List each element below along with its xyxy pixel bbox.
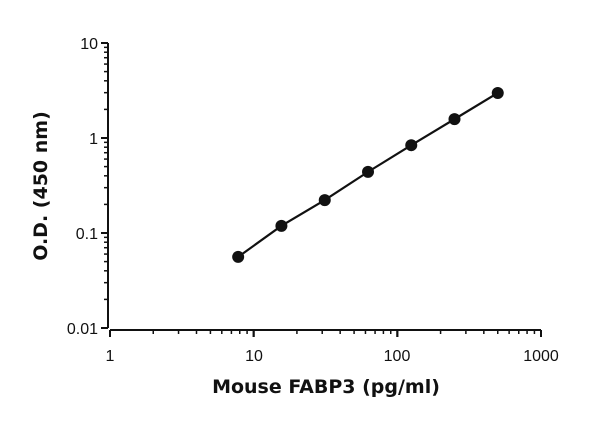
x-tick-labels: 1 10 100 1000 [106,348,559,365]
data-point-marker [362,165,375,178]
x-tick-label-100: 100 [384,348,411,365]
data-point-marker [275,219,288,232]
y-axis-title: O.D. (450 nm) [30,111,52,261]
data-point-marker [318,194,331,207]
y-tick-label-0.01: 0.01 [67,321,98,338]
x-axis-title: Mouse FABP3 (pg/ml) [212,376,440,398]
y-tick-label-1: 1 [89,131,98,148]
y-tick-label-10: 10 [80,36,98,53]
y-tick-labels: 10 1 0.1 0.01 [67,36,98,338]
x-axis [109,329,542,337]
x-tick-label-1000: 1000 [523,348,559,365]
y-axis [101,42,109,329]
data-series [232,86,504,263]
x-tick-label-10: 10 [245,348,263,365]
y-tick-label-0.1: 0.1 [76,226,98,243]
data-point-marker [491,86,504,99]
x-tick-label-1: 1 [106,348,115,365]
data-point-marker [448,113,461,126]
data-point-marker [232,250,245,263]
data-point-marker [405,139,418,152]
